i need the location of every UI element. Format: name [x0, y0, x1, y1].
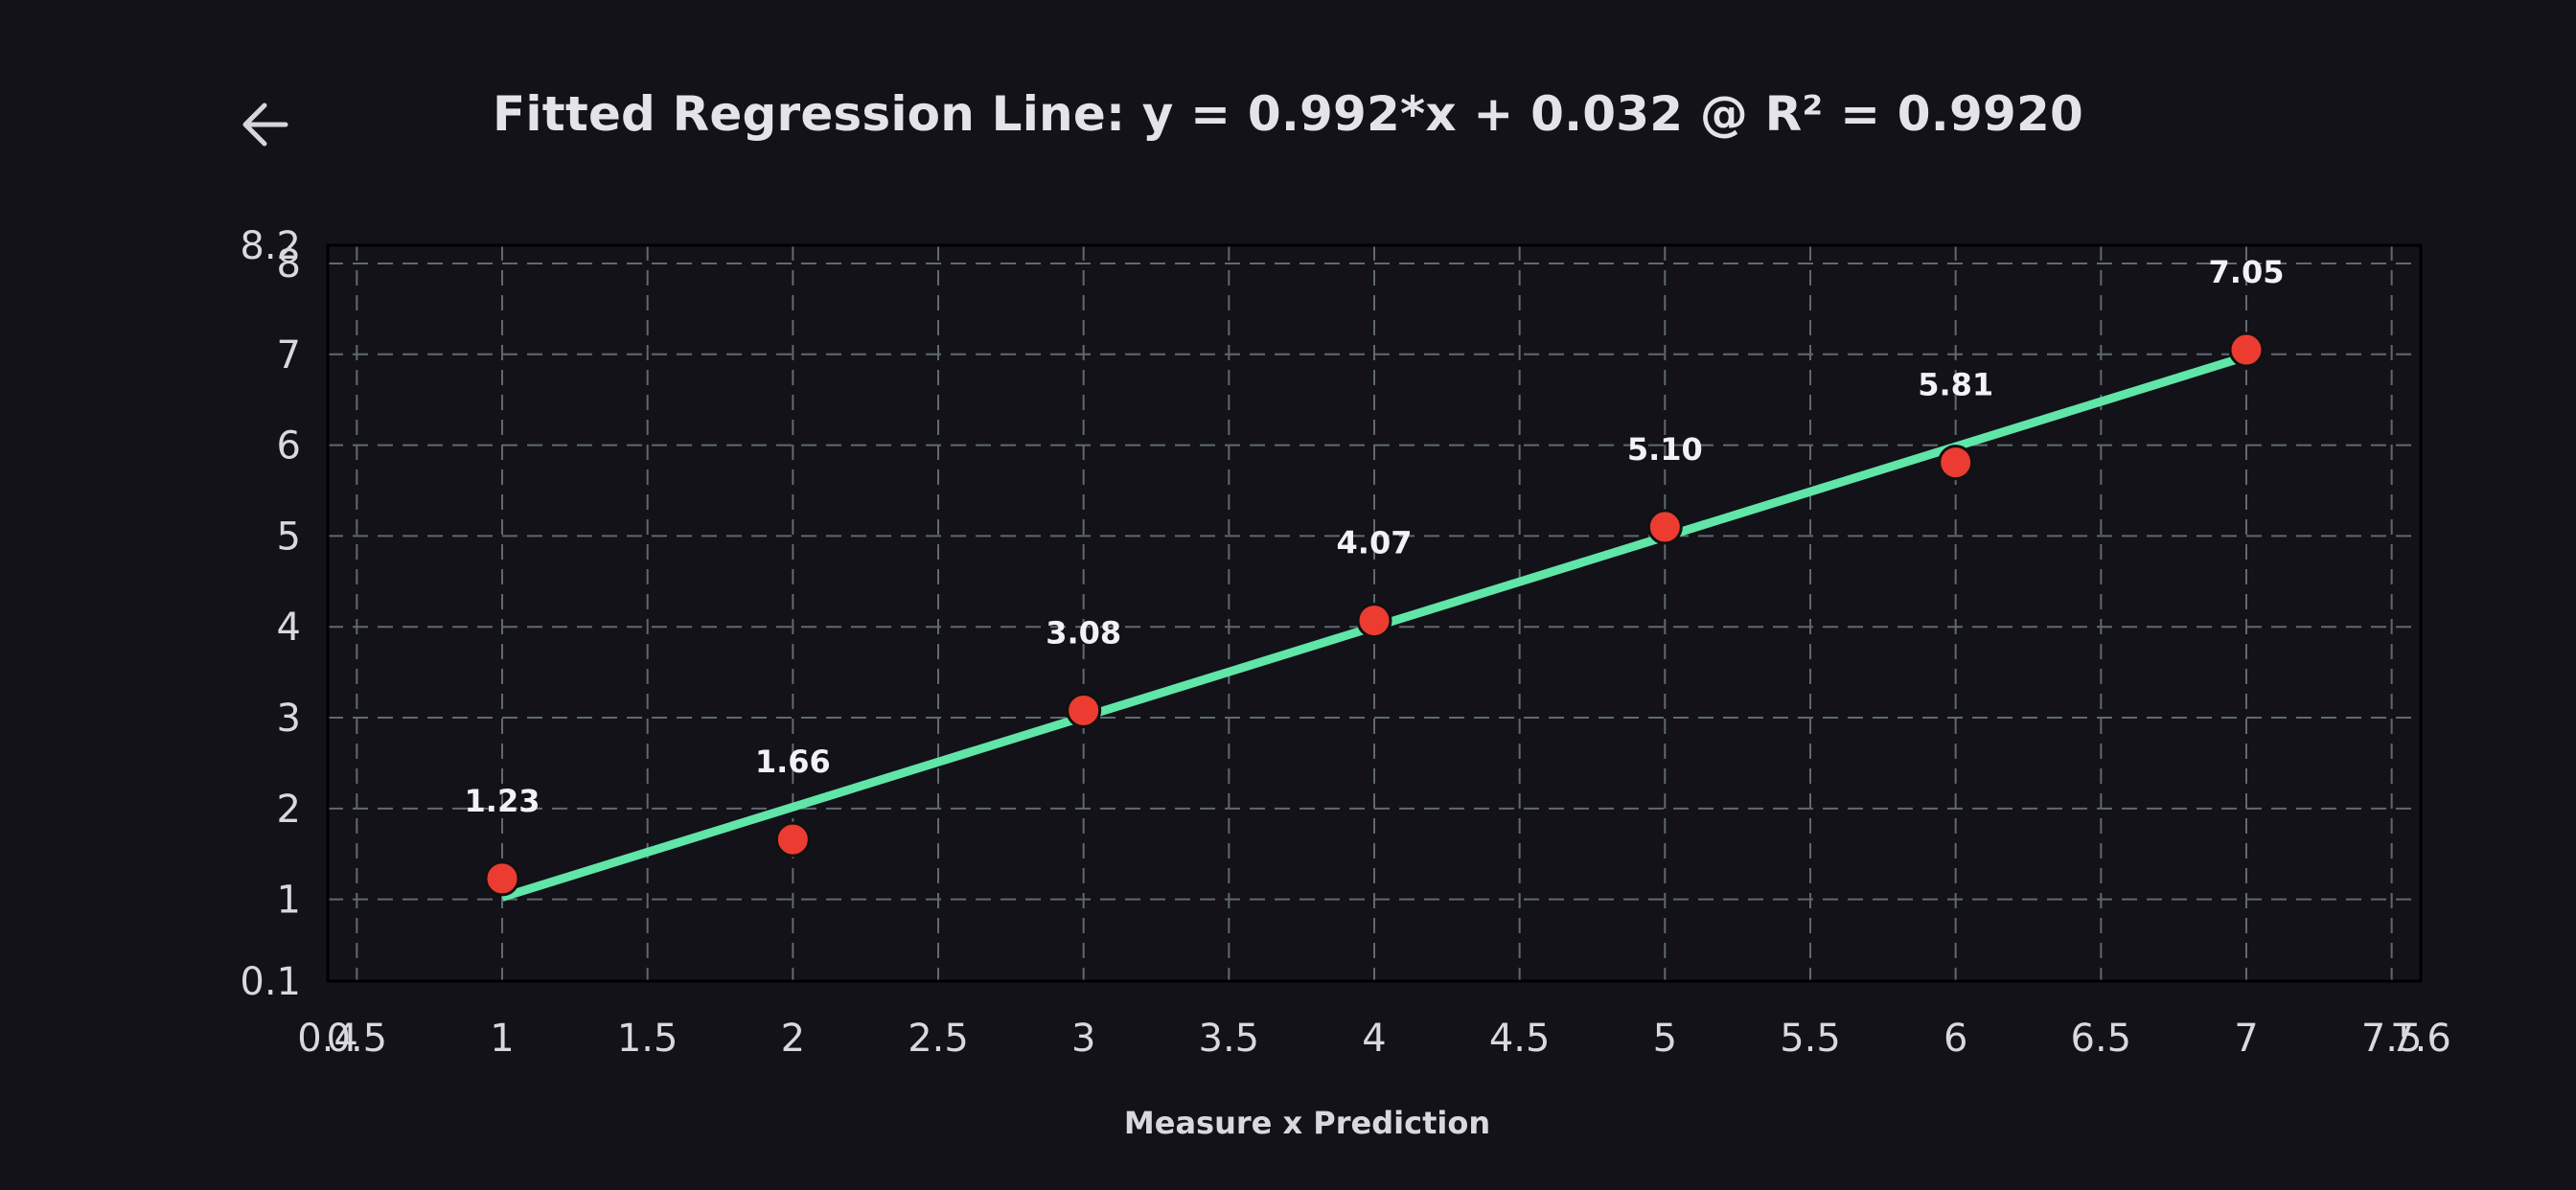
data-point	[774, 821, 811, 858]
x-tick-label: 0.5	[327, 1017, 388, 1061]
x-tick-label: 1.5	[617, 1017, 678, 1061]
y-tick-label: 8.2	[240, 224, 301, 268]
data-label: 4.07	[1337, 525, 1413, 561]
data-label: 1.66	[755, 744, 831, 780]
data-point	[1646, 509, 1683, 545]
x-tick-label: 4	[1362, 1017, 1386, 1061]
x-tick-label: 5	[1653, 1017, 1677, 1061]
y-tick-label: 5	[277, 515, 301, 559]
data-point	[1066, 692, 1102, 728]
x-tick-label: 2	[781, 1017, 805, 1061]
y-tick-label: 6	[277, 424, 301, 469]
y-tick-label: 2	[277, 788, 301, 832]
x-tick-label: 0.4	[297, 1017, 358, 1061]
data-label: 1.23	[465, 783, 540, 819]
y-tick-label: 1	[277, 879, 301, 923]
y-tick-label: 4	[277, 606, 301, 650]
data-point	[1938, 445, 1974, 481]
tick-labels: 0.40.5 1 1.5 2 2.5 3 3.5 4 4.5 5 5.5 6 6.5 7 7.57.6 0.1…	[240, 224, 2450, 1061]
x-tick-label: 3	[1071, 1017, 1095, 1061]
data-point	[484, 860, 520, 897]
arrow-left-icon	[242, 103, 288, 147]
data-label: 5.10	[1627, 431, 1703, 468]
y-tick-label: 3	[277, 697, 301, 741]
data-label: 3.08	[1046, 614, 1121, 651]
x-tick-label: 6	[1944, 1017, 1967, 1061]
plot-frame	[326, 243, 2423, 983]
back-button[interactable]	[226, 88, 307, 161]
x-tick-label: 1	[490, 1017, 514, 1061]
x-tick-label: 3.5	[1199, 1017, 1260, 1061]
chart-title: Fitted Regression Line: y = 0.992*x + 0.…	[493, 86, 2083, 142]
y-tick-label: 0.1	[240, 960, 301, 1004]
x-tick-label: 5.5	[1780, 1017, 1841, 1061]
data-point	[2228, 332, 2265, 368]
x-tick-label: 2.5	[908, 1017, 969, 1061]
x-tick-label: 6.5	[2071, 1017, 2132, 1061]
x-tick-label: 7.6	[2390, 1017, 2451, 1061]
data-points	[484, 332, 2265, 897]
data-point	[1356, 603, 1392, 639]
x-tick-label: 7.5	[2361, 1017, 2423, 1061]
data-labels: 1.23 1.66 3.08 4.07 5.10 5.81 7.05	[465, 254, 2285, 819]
data-label: 7.05	[2209, 254, 2285, 290]
x-axis-title: Measure x Prediction	[1124, 1105, 1490, 1141]
data-label: 5.81	[1918, 367, 1993, 403]
y-tick-label: 7	[277, 333, 301, 378]
x-tick-label: 7	[2234, 1017, 2258, 1061]
x-tick-label: 4.5	[1489, 1017, 1551, 1061]
y-tick-label: 8	[277, 242, 301, 286]
